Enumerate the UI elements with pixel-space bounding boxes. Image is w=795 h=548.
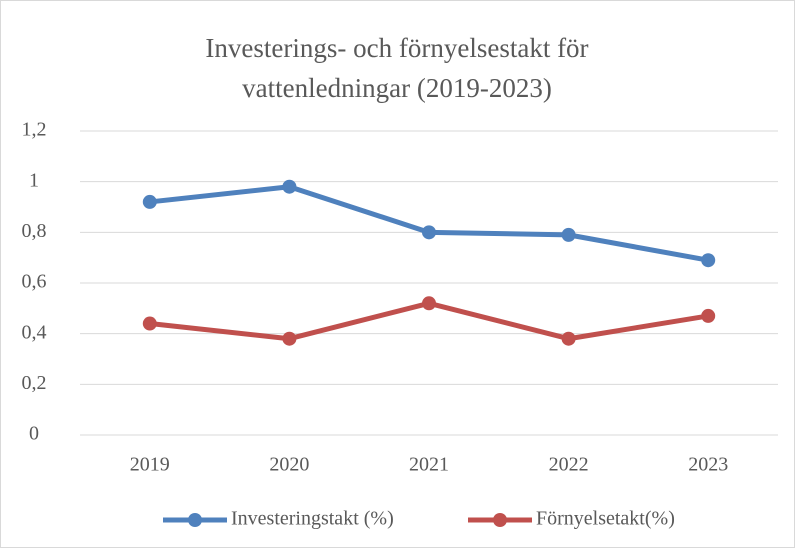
y-tick-label: 1 [29,169,39,191]
legend-marker [188,513,202,527]
x-tick-label: 2020 [269,454,309,476]
y-tick-label: 0,6 [22,271,47,293]
data-point [142,316,157,331]
x-tick-label: 2023 [688,454,728,476]
legend-marker [493,513,507,527]
data-point [561,331,576,346]
chart-title: Investerings- och förnyelsestakt för vat… [205,33,589,103]
data-point [142,194,157,209]
data-point [282,179,297,194]
data-point [422,225,436,240]
y-tick-label: 0,8 [22,220,47,242]
data-point [422,296,436,311]
legend-label: Investeringstakt (%) [231,508,394,530]
y-tick-label: 1,2 [22,119,47,141]
legend-label: Förnyelsetakt(%) [536,508,675,530]
data-point [282,331,297,346]
data-point [701,253,716,268]
y-tick-label: 0,2 [22,372,47,394]
x-tick-label: 2021 [409,454,449,476]
x-tick-label: 2019 [130,454,170,476]
y-tick-label: 0,4 [22,321,47,343]
data-point [701,308,716,323]
y-tick-label: 0 [29,423,39,445]
x-tick-label: 2022 [549,454,589,476]
data-point [561,227,576,242]
